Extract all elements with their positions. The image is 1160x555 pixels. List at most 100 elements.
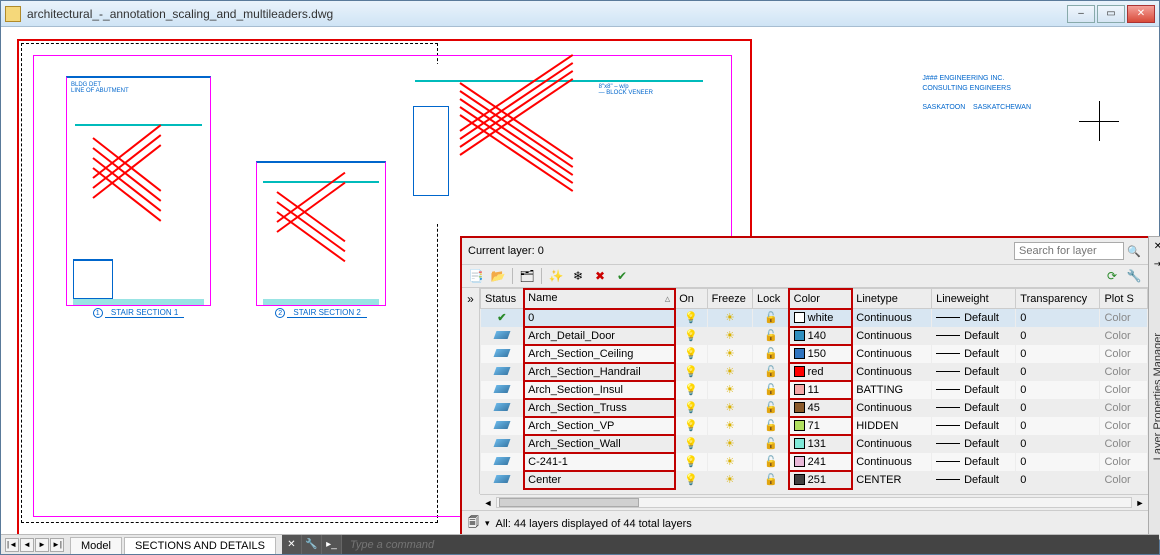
layer-plot-cell[interactable]: Color — [1100, 453, 1148, 471]
layer-color-cell[interactable]: 150 — [789, 345, 852, 363]
layer-linetype-cell[interactable]: Continuous — [852, 309, 932, 327]
layer-name-cell[interactable]: Arch_Section_Truss — [524, 399, 675, 417]
close-button[interactable]: ✕ — [1127, 5, 1155, 23]
layer-states-icon[interactable]: 🗂 — [519, 268, 535, 284]
sun-icon[interactable]: ☀ — [725, 420, 735, 432]
layer-linetype-cell[interactable]: Continuous — [852, 363, 932, 381]
command-options-icon[interactable]: 🔧 — [302, 535, 322, 554]
layer-row[interactable]: Arch_Section_Handrail💡☀🔓redContinuousDef… — [481, 363, 1148, 381]
layer-lineweight-cell[interactable]: Default — [932, 453, 1016, 471]
layer-lineweight-cell[interactable]: Default — [932, 471, 1016, 489]
layer-row[interactable]: Arch_Section_Wall💡☀🔓131ContinuousDefault… — [481, 435, 1148, 453]
layer-plot-cell[interactable]: Color — [1100, 435, 1148, 453]
lock-open-icon[interactable]: 🔓 — [764, 420, 778, 432]
lightbulb-icon[interactable]: 💡 — [684, 438, 698, 450]
layer-row[interactable]: Arch_Section_Ceiling💡☀🔓150ContinuousDefa… — [481, 345, 1148, 363]
layer-color-cell[interactable]: white — [789, 309, 852, 327]
sun-icon[interactable]: ☀ — [725, 366, 735, 378]
layer-linetype-cell[interactable]: Continuous — [852, 399, 932, 417]
scroll-left-icon[interactable]: ◄ — [480, 495, 496, 510]
layer-color-cell[interactable]: 11 — [789, 381, 852, 399]
layer-transparency-cell[interactable]: 0 — [1016, 345, 1100, 363]
layer-name-cell[interactable]: C-241-1 — [524, 453, 675, 471]
col-color[interactable]: Color — [789, 289, 852, 309]
layer-linetype-cell[interactable]: Continuous — [852, 345, 932, 363]
layer-lineweight-cell[interactable]: Default — [932, 381, 1016, 399]
command-close-icon[interactable]: ✕ — [282, 535, 302, 554]
layer-row[interactable]: Arch_Section_Insul💡☀🔓11BATTINGDefault0Co… — [481, 381, 1148, 399]
col-linetype[interactable]: Linetype — [852, 289, 932, 309]
layer-row[interactable]: Center💡☀🔓251CENTERDefault0Color — [481, 471, 1148, 489]
sun-icon[interactable]: ☀ — [725, 312, 735, 324]
expand-tree-icon[interactable]: » — [467, 292, 474, 306]
col-name[interactable]: Name ▵ — [524, 289, 675, 309]
tab-layout[interactable]: SECTIONS AND DETAILS — [124, 537, 276, 554]
layer-linetype-cell[interactable]: CENTER — [852, 471, 932, 489]
layer-name-cell[interactable]: Arch_Section_Insul — [524, 381, 675, 399]
command-prompt-icon[interactable]: ▸_ — [322, 535, 342, 554]
maximize-button[interactable]: ▭ — [1097, 5, 1125, 23]
palette-close-icon[interactable]: ✕ — [1151, 239, 1160, 253]
layer-linetype-cell[interactable]: Continuous — [852, 327, 932, 345]
layer-lineweight-cell[interactable]: Default — [932, 309, 1016, 327]
lock-open-icon[interactable]: 🔓 — [764, 384, 778, 396]
layer-transparency-cell[interactable]: 0 — [1016, 453, 1100, 471]
layer-lineweight-cell[interactable]: Default — [932, 345, 1016, 363]
layer-name-cell[interactable]: 0 — [524, 309, 675, 327]
tab-prev-icon[interactable]: ◄ — [20, 538, 34, 552]
layer-linetype-cell[interactable]: HIDDEN — [852, 417, 932, 435]
refresh-icon[interactable]: ⟳ — [1104, 268, 1120, 284]
settings-icon[interactable]: 🔧 — [1126, 268, 1142, 284]
tab-model[interactable]: Model — [70, 537, 122, 554]
layer-transparency-cell[interactable]: 0 — [1016, 417, 1100, 435]
layer-transparency-cell[interactable]: 0 — [1016, 471, 1100, 489]
delete-layer-icon[interactable]: ✖ — [592, 268, 608, 284]
layer-transparency-cell[interactable]: 0 — [1016, 309, 1100, 327]
sun-icon[interactable]: ☀ — [725, 348, 735, 360]
scroll-right-icon[interactable]: ► — [1132, 495, 1148, 510]
layer-name-cell[interactable]: Arch_Section_VP — [524, 417, 675, 435]
lightbulb-icon[interactable]: 💡 — [684, 312, 698, 324]
layer-plot-cell[interactable]: Color — [1100, 417, 1148, 435]
layer-plot-cell[interactable]: Color — [1100, 399, 1148, 417]
layer-transparency-cell[interactable]: 0 — [1016, 435, 1100, 453]
layer-lineweight-cell[interactable]: Default — [932, 435, 1016, 453]
lock-open-icon[interactable]: 🔓 — [764, 330, 778, 342]
lightbulb-icon[interactable]: 💡 — [684, 456, 698, 468]
lightbulb-icon[interactable]: 💡 — [684, 420, 698, 432]
layer-color-cell[interactable]: 131 — [789, 435, 852, 453]
layer-grid-hscroll[interactable]: ◄ ► — [480, 494, 1148, 510]
col-transparency[interactable]: Transparency — [1016, 289, 1100, 309]
layer-name-cell[interactable]: Center — [524, 471, 675, 489]
tab-last-icon[interactable]: ►| — [50, 538, 64, 552]
sun-icon[interactable]: ☀ — [725, 456, 735, 468]
lightbulb-icon[interactable]: 💡 — [684, 348, 698, 360]
lock-open-icon[interactable]: 🔓 — [764, 348, 778, 360]
layer-row[interactable]: Arch_Section_VP💡☀🔓71HIDDENDefault0Color — [481, 417, 1148, 435]
layer-name-cell[interactable]: Arch_Section_Wall — [524, 435, 675, 453]
lock-open-icon[interactable]: 🔓 — [764, 312, 778, 324]
layer-search-input[interactable] — [1014, 242, 1124, 260]
layer-linetype-cell[interactable]: Continuous — [852, 453, 932, 471]
lightbulb-icon[interactable]: 💡 — [684, 330, 698, 342]
layer-plot-cell[interactable]: Color — [1100, 471, 1148, 489]
layer-linetype-cell[interactable]: Continuous — [852, 435, 932, 453]
layer-transparency-cell[interactable]: 0 — [1016, 381, 1100, 399]
minimize-button[interactable]: – — [1067, 5, 1095, 23]
layer-lineweight-cell[interactable]: Default — [932, 399, 1016, 417]
col-lineweight[interactable]: Lineweight — [932, 289, 1016, 309]
layer-linetype-cell[interactable]: BATTING — [852, 381, 932, 399]
sun-icon[interactable]: ☀ — [725, 384, 735, 396]
layer-color-cell[interactable]: 251 — [789, 471, 852, 489]
sun-icon[interactable]: ☀ — [725, 474, 735, 486]
filter-icon[interactable]: 🗐 — [468, 514, 479, 533]
lock-open-icon[interactable]: 🔓 — [764, 402, 778, 414]
layer-lineweight-cell[interactable]: Default — [932, 327, 1016, 345]
set-current-icon[interactable]: ✔ — [614, 268, 630, 284]
layer-color-cell[interactable]: 241 — [789, 453, 852, 471]
layer-plot-cell[interactable]: Color — [1100, 345, 1148, 363]
col-lock[interactable]: Lock — [752, 289, 789, 309]
search-icon[interactable]: 🔍 — [1126, 243, 1142, 259]
layer-transparency-cell[interactable]: 0 — [1016, 399, 1100, 417]
sun-icon[interactable]: ☀ — [725, 438, 735, 450]
